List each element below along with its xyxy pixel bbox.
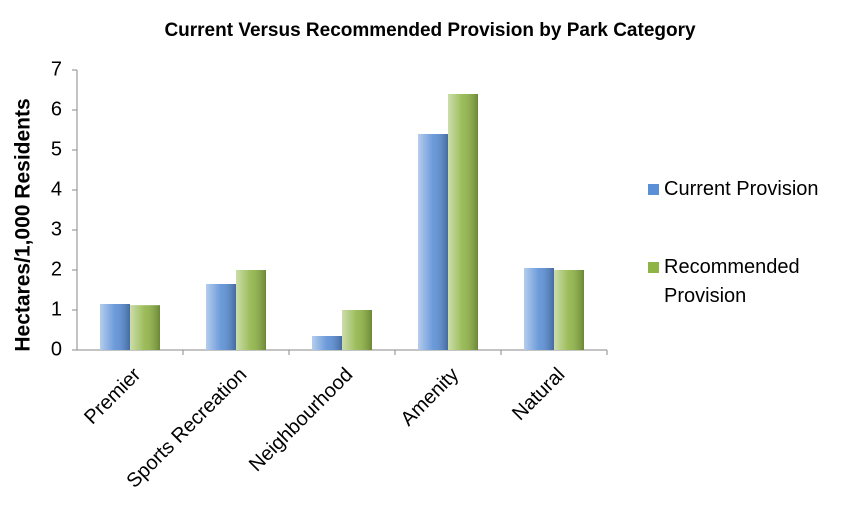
x-tick-label: Amenity bbox=[397, 364, 464, 431]
bar-shine bbox=[342, 310, 372, 350]
legend-label: Recommended Provision bbox=[664, 256, 800, 307]
x-tick-label: Premier bbox=[80, 363, 145, 428]
bar-shine bbox=[206, 284, 236, 350]
y-tick-label: 3 bbox=[51, 218, 62, 240]
x-tick-label: Neighbourhood bbox=[245, 364, 357, 476]
y-tick-label: 2 bbox=[51, 258, 62, 280]
bar-shine bbox=[524, 268, 554, 350]
legend-label: Current Provision bbox=[664, 178, 819, 200]
legend-swatch bbox=[648, 262, 659, 273]
y-tick-label: 1 bbox=[51, 298, 62, 320]
x-tick-label: Natural bbox=[508, 364, 569, 425]
y-tick-label: 0 bbox=[51, 338, 62, 360]
bar-shine bbox=[130, 305, 160, 350]
bar-shine bbox=[418, 134, 448, 350]
x-tick-label: Sports Recreation bbox=[123, 364, 252, 493]
bar-shine bbox=[554, 270, 584, 350]
y-tick-label: 5 bbox=[51, 138, 62, 160]
bar-shine bbox=[448, 94, 478, 350]
y-tick-label: 6 bbox=[51, 98, 62, 120]
bar-shine bbox=[312, 336, 342, 350]
y-tick-label: 4 bbox=[51, 178, 62, 200]
y-axis-label: Hectares/1,000 Residents bbox=[12, 98, 35, 351]
legend-item: Current Provision bbox=[648, 175, 848, 204]
bar-shine bbox=[100, 304, 130, 350]
y-tick-label: 7 bbox=[51, 58, 62, 80]
legend-item: Recommended Provision bbox=[648, 253, 848, 311]
bar-shine bbox=[236, 270, 266, 350]
legend-swatch bbox=[648, 184, 659, 195]
chart-title: Current Versus Recommended Provision by … bbox=[164, 20, 696, 41]
